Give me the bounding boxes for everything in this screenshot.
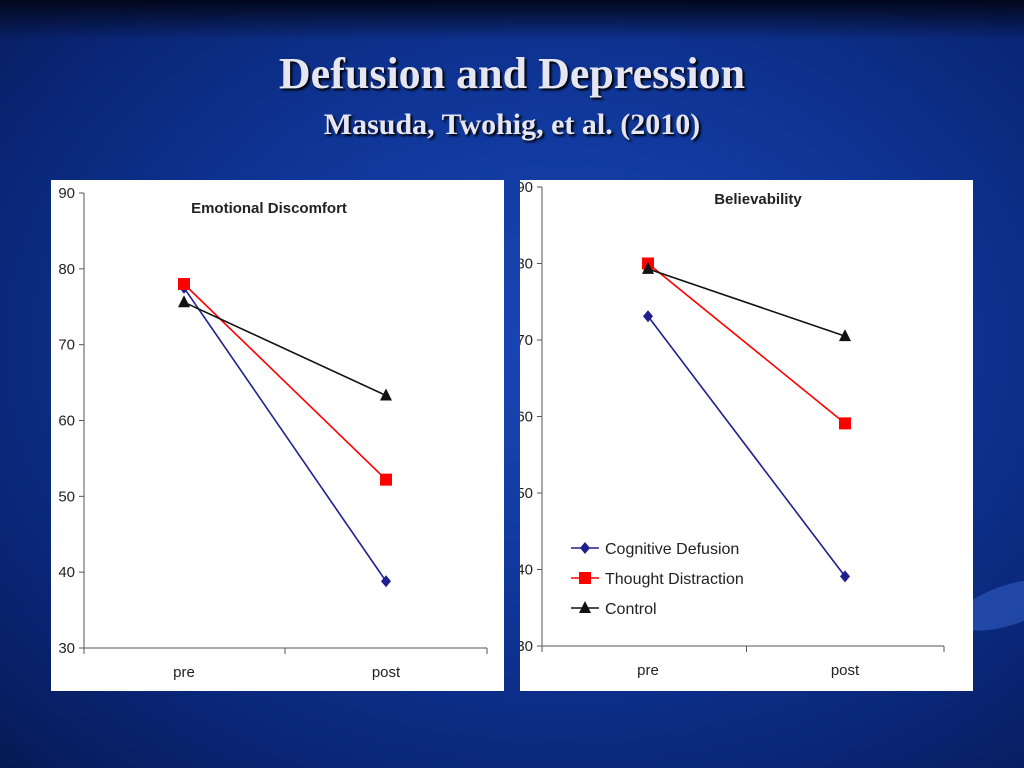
believability-y-tick-label: 70 (520, 332, 533, 349)
chart-panel-emotional-discomfort: 30 40 50 60 70 80 90 pre post Emotional Discomfor… (51, 180, 504, 691)
emotional-discomfort-x-tick-label-post: post (372, 664, 401, 681)
believability-legend: Cognitive Defusion Thought Distraction Con… (571, 541, 744, 618)
believability-legend-label-thought-distraction: Thought Distraction (605, 571, 744, 588)
believability-legend-marker-cognitive-defusion (580, 542, 590, 554)
believability-series-line-control (648, 269, 845, 336)
emotional-discomfort-point-thought-distraction-post (380, 474, 392, 486)
believability-legend-label-cognitive-defusion: Cognitive Defusion (605, 541, 739, 558)
believability-y-tick-label: 30 (520, 638, 533, 655)
emotional-discomfort-y-tick-label: 40 (58, 564, 75, 581)
emotional-discomfort-y-tick-label: 30 (58, 640, 75, 657)
emotional-discomfort-x-tick-label-pre: pre (173, 664, 195, 681)
believability-series-line-thought-distraction (648, 264, 845, 424)
believability-chart-title: Believability (714, 191, 802, 208)
emotional-discomfort-chart-title: Emotional Discomfort (191, 200, 347, 217)
chart-panel-believability: 30 40 50 60 70 80 90 pre post Believability Cognit… (520, 180, 973, 691)
emotional-discomfort-point-control-pre (178, 295, 190, 307)
believability-point-thought-distraction-post (839, 417, 851, 429)
believability-y-tick-label: 50 (520, 485, 533, 502)
top-band (0, 0, 1024, 40)
believability-y-tick-label: 80 (520, 256, 533, 273)
slide-subtitle: Masuda, Twohig, et al. (2010) (0, 108, 1024, 142)
chart-emotional-discomfort: 30 40 50 60 70 80 90 pre post Emotional Discomfor… (51, 180, 504, 691)
believability-legend-marker-thought-distraction (579, 572, 591, 584)
emotional-discomfort-y-tick-label: 70 (58, 337, 75, 354)
emotional-discomfort-point-control-post (380, 388, 392, 400)
believability-x-tick-label-pre: pre (637, 662, 659, 679)
emotional-discomfort-y-tick-label: 60 (58, 413, 75, 430)
emotional-discomfort-y-tick-label: 50 (58, 488, 75, 505)
believability-legend-label-control: Control (605, 601, 657, 618)
emotional-discomfort-point-thought-distraction-pre (178, 278, 190, 290)
believability-y-tick-label: 40 (520, 562, 533, 579)
believability-y-tick-label: 60 (520, 409, 533, 426)
emotional-discomfort-series-line-cognitive-defusion (184, 288, 386, 581)
believability-x-tick-label-post: post (831, 662, 860, 679)
believability-series-line-cognitive-defusion (648, 316, 845, 576)
slide-title: Defusion and Depression (0, 48, 1024, 99)
believability-legend-marker-control (579, 601, 591, 613)
emotional-discomfort-y-tick-label: 90 (58, 185, 75, 202)
emotional-discomfort-y-tick-label: 80 (58, 261, 75, 278)
believability-y-tick-label: 90 (520, 180, 533, 196)
chart-believability: 30 40 50 60 70 80 90 pre post Believability Cognit… (520, 180, 973, 691)
